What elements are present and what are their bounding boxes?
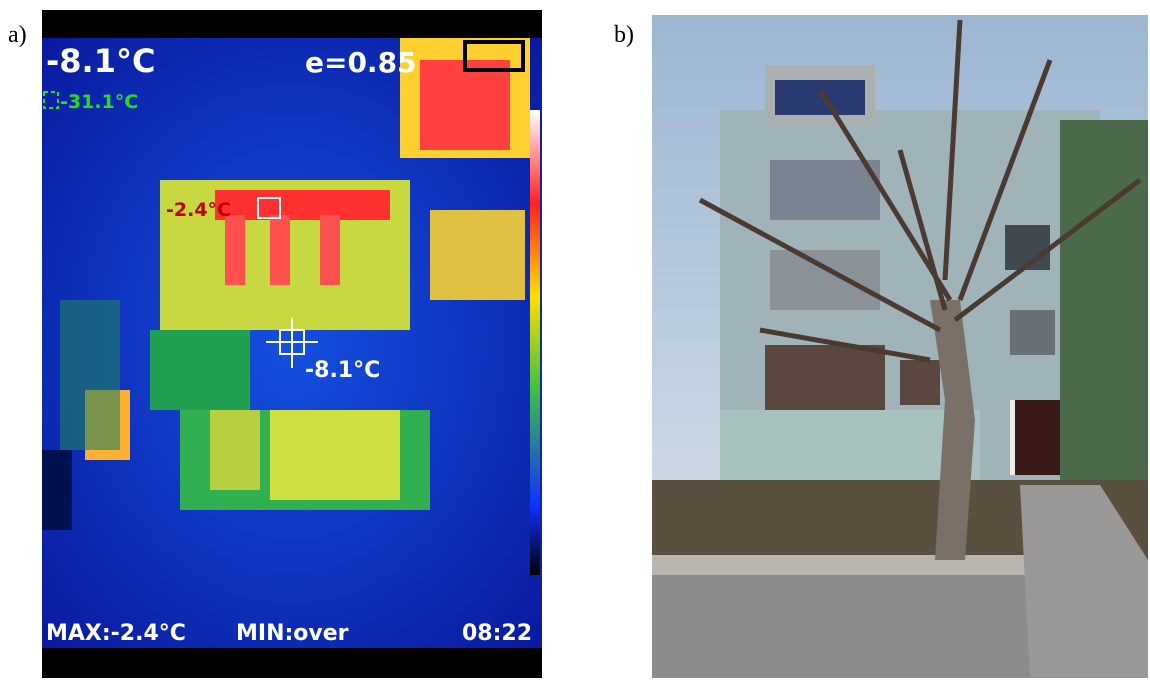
max-temp: MAX:-2.4°C [46, 621, 186, 646]
panel-label: b) [614, 22, 634, 48]
panel-label: a) [8, 22, 27, 48]
emissivity: e=0.85 [305, 46, 417, 79]
min-temp: MIN:over [236, 621, 349, 646]
crosshair-temp: -8.1°C [305, 358, 380, 383]
building-photo [652, 15, 1148, 678]
time: 08:22 [462, 621, 532, 646]
center-temp: -8.1°C [46, 42, 155, 80]
figure: a) -8.1°C e=0.85 -31.1°C -2.4°C -8.1°C M… [0, 0, 1150, 680]
hot-spot: -2.4°C [166, 199, 231, 221]
box-temp: -31.1°C [60, 91, 138, 113]
